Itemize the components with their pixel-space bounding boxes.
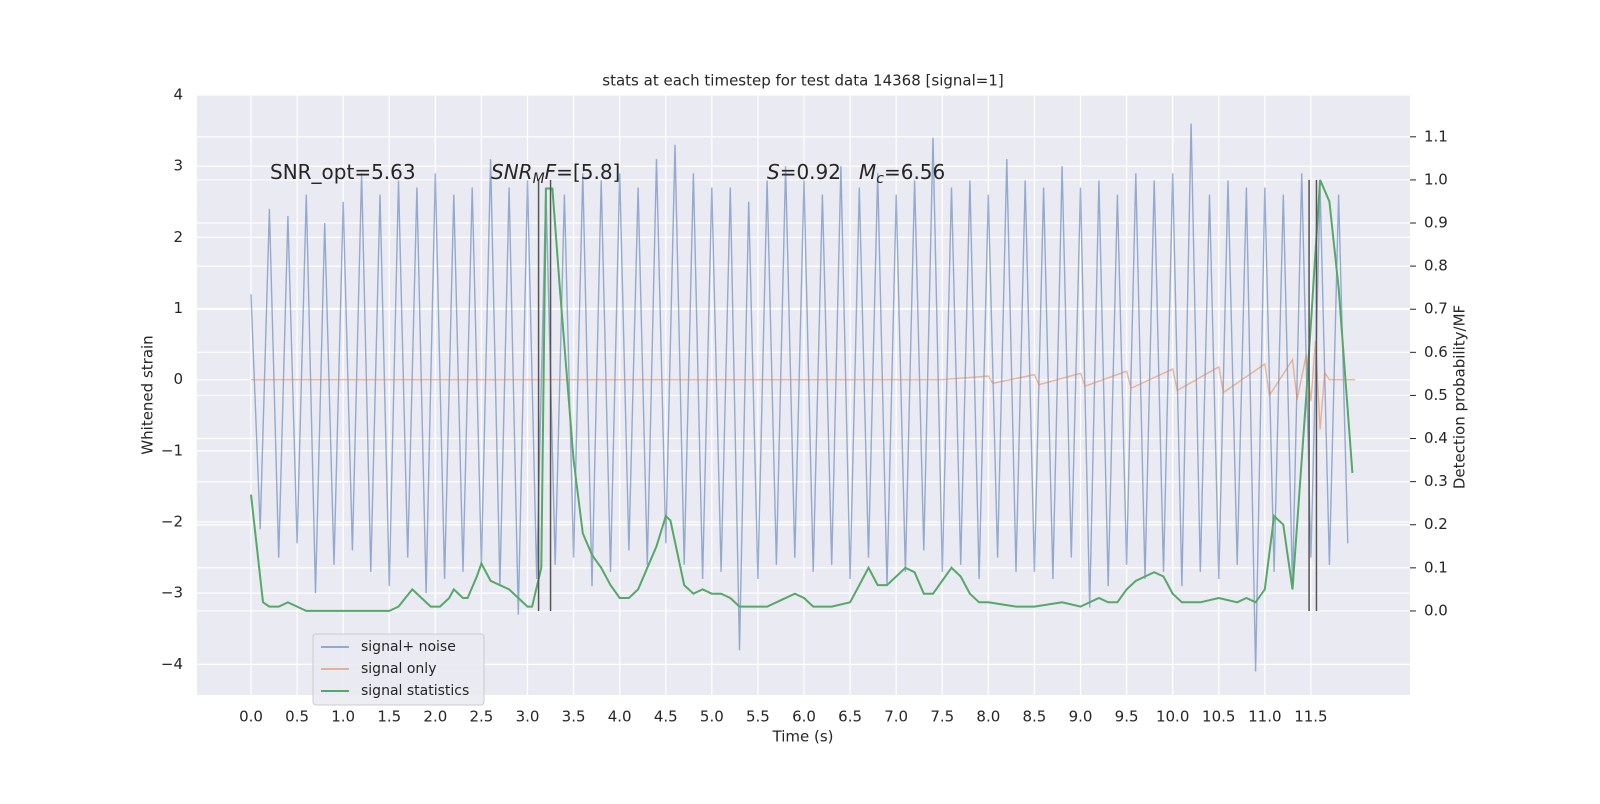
x-tick-label: 0.0 bbox=[239, 708, 263, 726]
y-axis-label: Whitened strain bbox=[139, 335, 157, 454]
annotation-part: S bbox=[767, 160, 780, 184]
y2-tick-label: 0.5 bbox=[1424, 386, 1448, 404]
y-tick-label: −2 bbox=[161, 513, 183, 531]
x-tick-label: 4.0 bbox=[608, 708, 632, 726]
x-tick-label: 11.5 bbox=[1294, 708, 1327, 726]
x-tick-label: 0.5 bbox=[285, 708, 309, 726]
x-tick-label: 3.5 bbox=[562, 708, 586, 726]
x-tick-label: 8.5 bbox=[1022, 708, 1046, 726]
x-tick-label: 1.5 bbox=[377, 708, 401, 726]
y2-tick-label: 0.6 bbox=[1424, 343, 1448, 361]
x-tick-label: 1.0 bbox=[331, 708, 355, 726]
legend-label: signal statistics bbox=[361, 683, 469, 699]
chart-title: stats at each timestep for test data 143… bbox=[602, 72, 1003, 90]
x-tick-label: 11.0 bbox=[1248, 708, 1281, 726]
y-tick-label: 2 bbox=[173, 228, 183, 246]
y2-tick-label: 0.8 bbox=[1424, 257, 1448, 275]
y-tick-label: −3 bbox=[161, 584, 183, 602]
x-tick-label: 6.0 bbox=[792, 708, 816, 726]
annotation-part: =0.92 bbox=[780, 160, 841, 184]
x-tick-label: 2.0 bbox=[423, 708, 447, 726]
series-line bbox=[251, 340, 1356, 430]
x-tick-label: 2.5 bbox=[469, 708, 493, 726]
legend-box bbox=[312, 633, 485, 706]
annotation: S=0.92 bbox=[767, 160, 841, 184]
x-tick-label: 8.0 bbox=[976, 708, 1000, 726]
annotation-part: M bbox=[533, 171, 545, 187]
x-tick-label: 7.5 bbox=[930, 708, 954, 726]
y-tick-label: 0 bbox=[173, 370, 183, 388]
x-tick-label: 9.5 bbox=[1115, 708, 1139, 726]
y2-tick-label: 0.2 bbox=[1424, 515, 1448, 533]
annotation: SNR_opt=5.63 bbox=[270, 160, 416, 184]
x-tick-label: 7.0 bbox=[884, 708, 908, 726]
annotation-part: =6.56 bbox=[884, 160, 945, 184]
y-tick-label: 4 bbox=[173, 86, 183, 104]
y2-tick-label: 1.0 bbox=[1424, 170, 1448, 188]
legend-label: signal only bbox=[361, 661, 436, 677]
annotation: Mc=6.56 bbox=[859, 160, 945, 188]
y2-tick-label: 0.3 bbox=[1424, 472, 1448, 490]
x-tick-label: 6.5 bbox=[838, 708, 862, 726]
y2-tick-label: 0.4 bbox=[1424, 429, 1448, 447]
y-tick-label: 3 bbox=[173, 157, 183, 175]
annotation-part: SNR bbox=[491, 160, 533, 184]
series-line bbox=[250, 179, 1354, 612]
x-tick-label: 5.0 bbox=[700, 708, 724, 726]
annotation-part: F bbox=[545, 160, 557, 184]
x-tick-label: 3.0 bbox=[516, 708, 540, 726]
annotation-part: SNR_opt=5.63 bbox=[270, 160, 416, 184]
y2-tick-label: 0.1 bbox=[1424, 558, 1448, 576]
y2-tick-label: 1.1 bbox=[1424, 127, 1448, 145]
annotation-part: =[5.8] bbox=[556, 160, 620, 184]
y-tick-label: −1 bbox=[161, 441, 183, 459]
annotation: SNRMF=[5.8] bbox=[491, 160, 620, 188]
x-tick-label: 4.5 bbox=[654, 708, 678, 726]
x-tick-label: 9.0 bbox=[1069, 708, 1093, 726]
legend-label: signal+ noise bbox=[361, 639, 456, 655]
y2-axis-label: Detection probability/MF bbox=[1451, 305, 1469, 489]
y-tick-label: 1 bbox=[173, 299, 183, 317]
annotation-part: c bbox=[876, 171, 884, 187]
y2-tick-label: 0.9 bbox=[1424, 214, 1448, 232]
x-tick-label: 5.5 bbox=[746, 708, 770, 726]
y2-tick-label: 0.0 bbox=[1424, 601, 1448, 619]
y2-tick-label: 0.7 bbox=[1424, 300, 1448, 318]
x-tick-label: 10.0 bbox=[1156, 708, 1189, 726]
y-tick-label: −4 bbox=[161, 655, 183, 673]
annotation-part: M bbox=[859, 160, 876, 184]
series-line bbox=[250, 123, 1349, 672]
x-tick-label: 10.5 bbox=[1202, 708, 1235, 726]
x-axis-label: Time (s) bbox=[772, 728, 834, 746]
